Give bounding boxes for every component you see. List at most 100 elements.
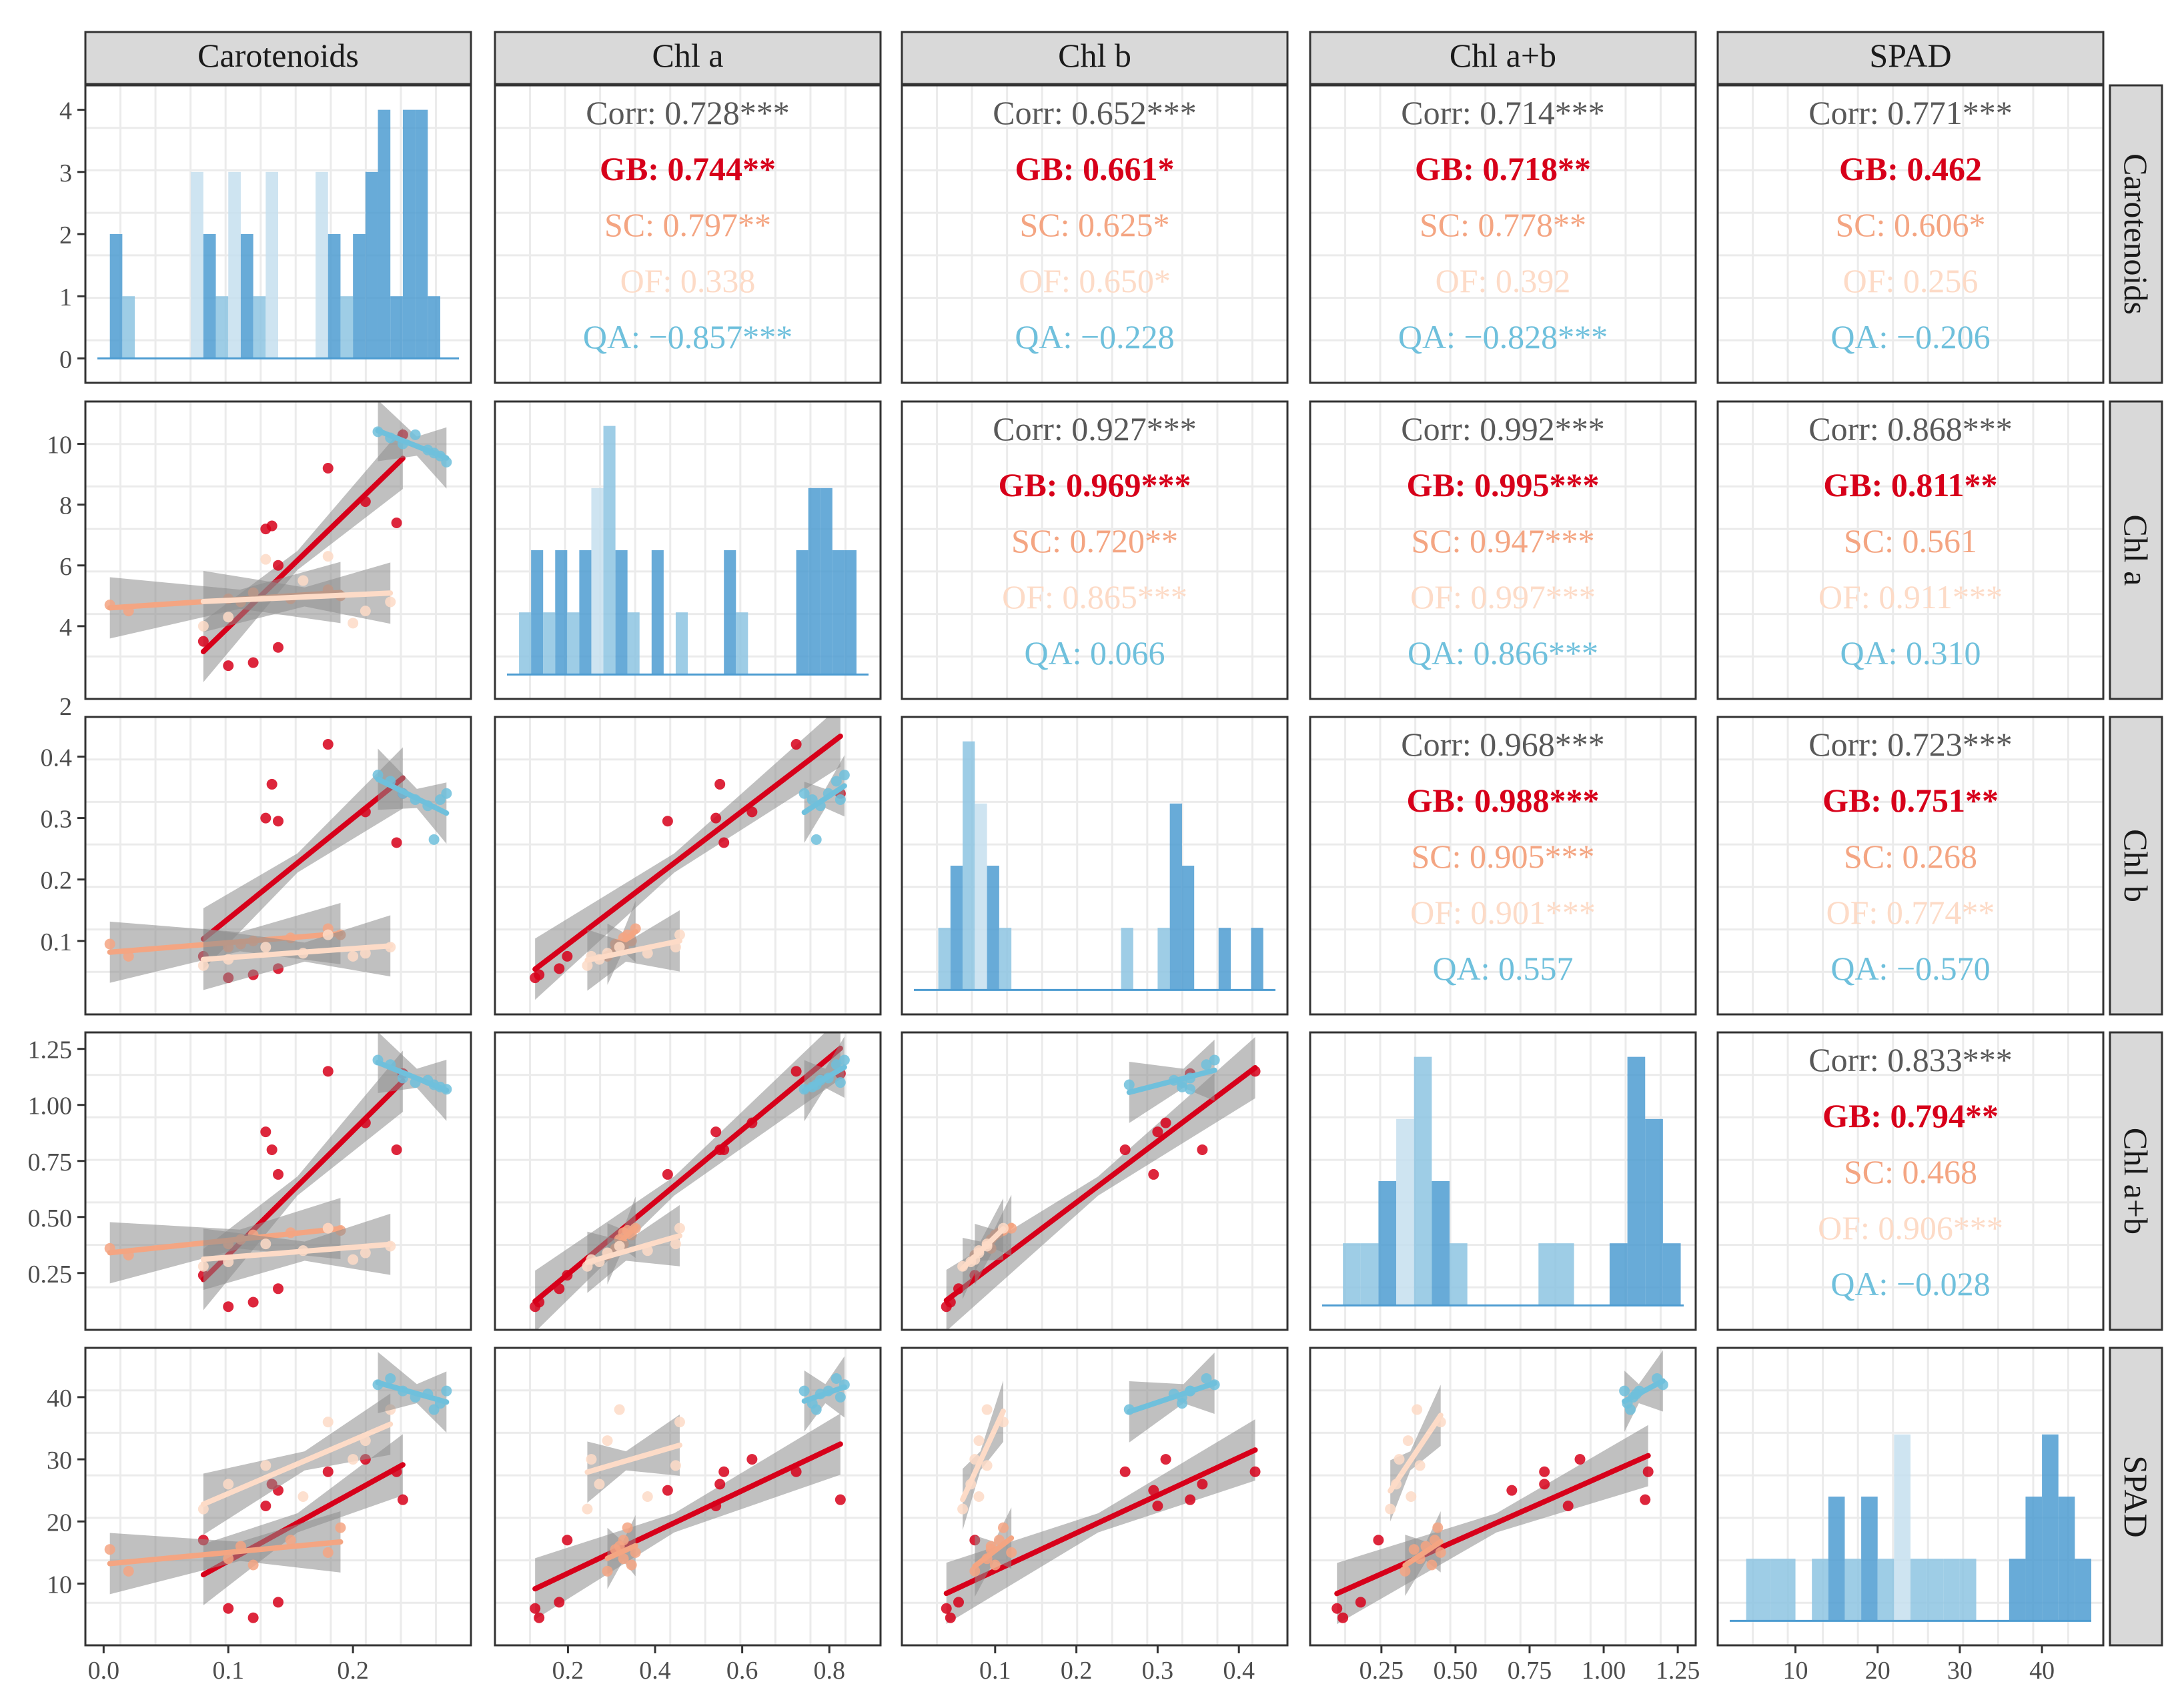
- regression-line-qa: [375, 428, 450, 461]
- regression-line-of: [200, 1241, 394, 1262]
- histogram-bar: [1910, 1559, 1927, 1621]
- histogram-bar: [402, 109, 416, 359]
- panel-border: [84, 716, 472, 1016]
- histogram-bar: [603, 425, 616, 675]
- data-point-qa: [798, 788, 810, 799]
- histogram-bar: [808, 488, 821, 675]
- panel-1-4: Corr: 0.868*** GB: 0.811** SC: 0.561 OF: 0.…: [1716, 400, 2105, 700]
- panel-border: [84, 1347, 472, 1647]
- panel-border: [901, 400, 1289, 700]
- histogram-bar: [1378, 1181, 1397, 1306]
- histogram-bar: [1645, 1118, 1663, 1306]
- histogram-bar: [1959, 1559, 1977, 1621]
- row-strip-box: [2109, 1347, 2163, 1647]
- data-point-gb: [1197, 1479, 1208, 1490]
- data-point-sc: [626, 1559, 637, 1571]
- data-point-of: [614, 1240, 625, 1252]
- histogram-bar: [122, 296, 135, 359]
- panel-background: [1718, 717, 2103, 1014]
- data-point-sc: [618, 1553, 629, 1565]
- correlation-sc-label: SC: 0.268: [1844, 838, 1977, 875]
- regression-line-gb: [532, 1441, 843, 1592]
- data-point-gb: [273, 1168, 284, 1180]
- column-strip-label: Chl a+b: [1450, 37, 1556, 74]
- data-point-gb: [223, 1603, 234, 1614]
- panel-1-0: [84, 400, 472, 700]
- data-point-gb: [1160, 1454, 1171, 1465]
- correlation-corr-label: Corr: 0.728***: [586, 94, 790, 131]
- data-point-gb: [714, 1479, 726, 1490]
- data-point-gb: [273, 1597, 284, 1608]
- data-point-qa: [1201, 1059, 1212, 1070]
- regression-line-of: [200, 590, 394, 604]
- correlation-gb-label: GB: 0.751**: [1822, 782, 1999, 819]
- panel-3-3: [1309, 1031, 1697, 1331]
- data-point-gb: [1119, 1144, 1131, 1155]
- histogram-bar: [316, 171, 328, 359]
- histogram-bar: [215, 296, 229, 359]
- y-tick-label: 6: [59, 553, 72, 581]
- data-point-qa: [810, 1404, 822, 1415]
- data-point-gb: [260, 812, 271, 824]
- correlation-qa-label: QA: −0.570: [1830, 950, 1990, 987]
- histogram-bar: [1169, 803, 1182, 990]
- regression-line-of: [200, 1421, 394, 1507]
- data-point-of: [223, 612, 234, 623]
- data-point-gb: [1337, 1612, 1349, 1623]
- data-point-gb: [273, 1283, 284, 1295]
- column-strip-box: [494, 31, 882, 85]
- data-point-sc: [223, 1553, 234, 1565]
- histogram-bar: [203, 234, 216, 359]
- data-point-of: [348, 1254, 359, 1265]
- data-point-qa: [1619, 1385, 1630, 1397]
- data-point-gb: [1574, 1454, 1586, 1465]
- data-point-sc: [104, 1544, 115, 1555]
- data-point-gb: [247, 657, 259, 668]
- panel-4-1: [494, 1347, 882, 1647]
- data-point-sc: [123, 1565, 134, 1577]
- data-point-gb: [322, 1066, 334, 1077]
- regression-line-gb: [200, 775, 406, 942]
- data-point-sc: [1408, 1544, 1420, 1555]
- histogram-bar: [1218, 928, 1231, 990]
- data-point-of: [957, 1503, 969, 1515]
- x-tick-label: 1.25: [1656, 1657, 1700, 1685]
- panel-0-2: Corr: 0.652*** GB: 0.661* SC: 0.625* OF: 0.…: [901, 84, 1289, 384]
- correlation-gb-label: GB: 0.811**: [1823, 466, 1997, 504]
- y-tick-label: 3: [59, 159, 72, 187]
- data-point-gb: [554, 963, 565, 974]
- panel-4-4: [1716, 1347, 2105, 1647]
- panel-border: [494, 84, 882, 384]
- histogram-bar: [328, 234, 341, 359]
- row-strip-box: [2109, 716, 2163, 1016]
- data-point-gb: [1539, 1466, 1550, 1477]
- regression-line-of: [200, 943, 394, 962]
- panel-border: [1716, 1347, 2105, 1647]
- regression-line-sc: [604, 1543, 638, 1561]
- row-strip-label: Chl a+b: [2117, 1128, 2155, 1234]
- histogram-bar: [390, 296, 403, 359]
- correlation-of-label: OF: 0.911***: [1818, 578, 2003, 616]
- correlation-qa-label: QA: −0.857***: [583, 318, 792, 355]
- scatter-layer: [530, 717, 850, 1000]
- data-point-gb: [714, 778, 726, 790]
- histogram-bar: [1844, 1559, 1862, 1621]
- regression-line-of: [1388, 1413, 1444, 1494]
- data-point-gb: [790, 739, 802, 750]
- histogram-bar: [2058, 1497, 2075, 1621]
- correlation-sc-label: SC: 0.625*: [1019, 206, 1169, 243]
- data-point-qa: [1123, 1079, 1135, 1090]
- histogram-bar: [1609, 1243, 1628, 1306]
- data-point-of: [260, 942, 271, 953]
- y-tick-label: 1.25: [28, 1036, 73, 1064]
- gridlines: [1718, 1032, 2103, 1330]
- panel-2-3: Corr: 0.968*** GB: 0.988*** SC: 0.905*** OF…: [1309, 716, 1697, 1016]
- data-point-gb: [266, 778, 278, 790]
- correlation-of-label: OF: 0.865***: [1002, 578, 1187, 616]
- data-point-of: [360, 1247, 371, 1258]
- data-point-gb: [562, 1535, 573, 1546]
- correlation-sc-label: SC: 0.561: [1844, 522, 1977, 560]
- data-point-gb: [710, 812, 722, 824]
- histogram-bar: [1450, 1243, 1468, 1306]
